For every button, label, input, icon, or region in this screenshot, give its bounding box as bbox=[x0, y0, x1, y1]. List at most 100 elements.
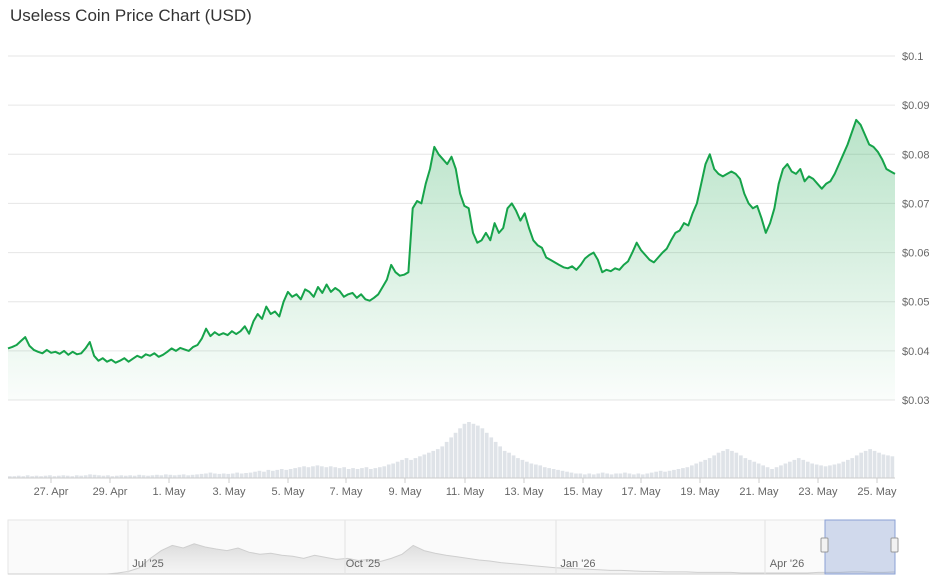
volume-bar bbox=[320, 466, 324, 478]
volume-bar bbox=[493, 441, 498, 478]
x-tick-label: 25. May bbox=[857, 486, 897, 498]
x-tick-label: 23. May bbox=[798, 486, 838, 498]
volume-bar bbox=[141, 475, 146, 478]
volume-bar bbox=[378, 467, 382, 478]
volume-bar bbox=[244, 473, 248, 478]
volume-bar bbox=[681, 468, 685, 478]
volume-bar bbox=[814, 464, 819, 478]
volume-bar bbox=[649, 472, 654, 478]
volume-bar bbox=[404, 458, 409, 478]
volume-bar bbox=[551, 469, 556, 478]
volume-bar bbox=[115, 475, 119, 478]
volume-bar bbox=[88, 474, 92, 478]
volume-bar bbox=[529, 463, 534, 478]
volume-bar bbox=[534, 464, 538, 478]
volume-bar bbox=[79, 475, 83, 478]
volume-bar bbox=[591, 474, 596, 478]
volume-bar bbox=[431, 450, 436, 478]
x-tick-label: 7. May bbox=[329, 486, 363, 498]
volume-bar bbox=[226, 473, 231, 478]
volume-bar bbox=[391, 463, 395, 478]
volume-bar bbox=[770, 469, 774, 478]
volume-bar bbox=[788, 461, 792, 478]
volume-bar bbox=[627, 473, 632, 478]
volume-bar bbox=[110, 476, 115, 478]
volume-bar bbox=[25, 475, 30, 478]
volume-bar bbox=[694, 463, 699, 478]
volume-bar bbox=[449, 437, 453, 478]
y-tick-label: $0.04 bbox=[902, 346, 930, 358]
navigator-tick-label: Apr '26 bbox=[770, 558, 805, 570]
volume-bar bbox=[623, 472, 627, 478]
volume-bar bbox=[34, 475, 39, 478]
navigator-tick-label: Jan '26 bbox=[560, 558, 595, 570]
volume-bar bbox=[444, 441, 449, 478]
volume-bar bbox=[230, 473, 235, 478]
volume-bar bbox=[119, 475, 124, 478]
navigator-ticks: Jul '25 Oct '25 Jan '26 Apr '26 bbox=[132, 558, 804, 570]
volume-bar bbox=[569, 472, 574, 478]
volume-bar bbox=[832, 464, 837, 478]
volume-bar bbox=[846, 459, 850, 478]
volume-bar bbox=[279, 469, 284, 478]
volume-bar bbox=[863, 450, 868, 478]
volume-bar bbox=[221, 473, 226, 478]
volume-bar bbox=[640, 474, 645, 478]
navigator-handle-right[interactable] bbox=[890, 537, 899, 553]
volume-bar bbox=[190, 474, 195, 478]
volume-bar bbox=[155, 474, 159, 478]
volume-bar bbox=[181, 474, 186, 478]
volume-bar bbox=[106, 475, 110, 478]
volume-bar bbox=[413, 458, 418, 478]
x-tick-label: 15. May bbox=[563, 486, 603, 498]
volume-bar bbox=[703, 459, 707, 478]
volume-bar bbox=[48, 475, 52, 478]
navigator-grid bbox=[127, 520, 766, 574]
volume-bar bbox=[123, 475, 128, 478]
volume-bar bbox=[172, 475, 177, 478]
volume-bar bbox=[360, 468, 364, 478]
volume-bar bbox=[609, 474, 614, 478]
volume-bar bbox=[859, 452, 863, 478]
chart-title: Useless Coin Price Chart (USD) bbox=[10, 6, 252, 25]
volume-bar bbox=[721, 450, 725, 478]
volume-bar bbox=[841, 461, 846, 478]
volume-bar bbox=[614, 473, 618, 478]
volume-bar bbox=[213, 473, 217, 478]
volume-bar bbox=[801, 459, 806, 478]
volume-bars bbox=[8, 422, 895, 478]
volume-bar bbox=[74, 475, 79, 478]
y-tick-label: $0.1 bbox=[902, 51, 923, 63]
price-area bbox=[8, 119, 895, 401]
volume-bar bbox=[373, 468, 378, 478]
volume-bar bbox=[872, 450, 877, 478]
volume-bar bbox=[467, 422, 471, 478]
volume-bar bbox=[739, 455, 743, 478]
volume-bar bbox=[547, 468, 551, 478]
volume-bar bbox=[92, 474, 97, 478]
volume-bar bbox=[498, 446, 502, 478]
volume-bar bbox=[654, 471, 658, 478]
volume-bar bbox=[823, 466, 828, 478]
volume-bar bbox=[583, 474, 587, 478]
volume-bar bbox=[587, 473, 592, 478]
volume-bar bbox=[484, 432, 489, 478]
volume-bar bbox=[707, 458, 712, 478]
volume-bar bbox=[435, 449, 440, 478]
volume-bar bbox=[137, 474, 141, 478]
price-line[interactable] bbox=[7, 118, 896, 364]
y-tick-label: $0.08 bbox=[902, 149, 930, 161]
volume-bar bbox=[248, 472, 253, 478]
volume-bar bbox=[159, 475, 164, 478]
volume-bar bbox=[52, 476, 57, 478]
volume-bar bbox=[57, 475, 61, 478]
volume-bar bbox=[565, 471, 569, 478]
volume-bar bbox=[685, 467, 690, 478]
volume-bar bbox=[663, 471, 667, 478]
volume-bar bbox=[632, 474, 636, 478]
navigator-handle-left[interactable] bbox=[820, 537, 829, 553]
volume-bar bbox=[177, 474, 182, 478]
volume-bar bbox=[658, 470, 663, 478]
navigator-selection[interactable] bbox=[824, 519, 896, 575]
